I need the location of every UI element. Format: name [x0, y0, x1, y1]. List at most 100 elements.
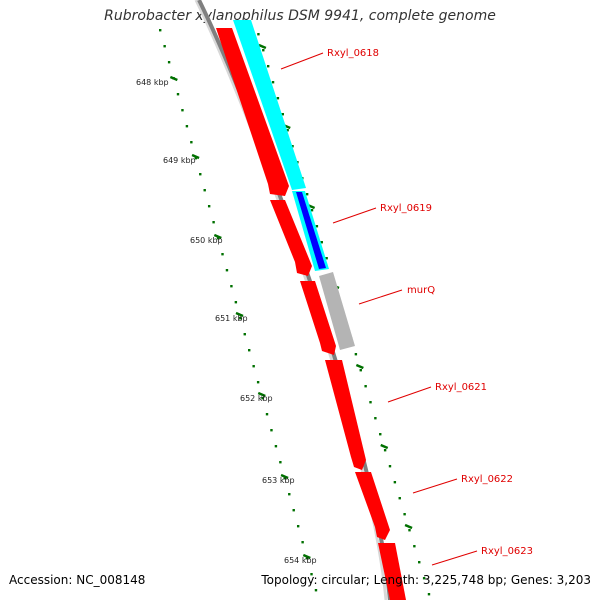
- outer-minor-tick: [310, 209, 314, 212]
- ruler-minor-tick: [230, 285, 233, 288]
- outer-minor-tick: [418, 561, 421, 564]
- outer-minor-tick: [305, 193, 309, 196]
- ruler-major-tick: [302, 553, 311, 560]
- ruler-minor-tick: [265, 413, 269, 416]
- gene-label[interactable]: Rxyl_0622: [461, 474, 513, 485]
- outer-minor-tick: [286, 129, 289, 132]
- ruler-tick-label: 651 kbp: [215, 314, 248, 323]
- backbone-shadow: [194, 0, 388, 600]
- ruler-major-tick: [257, 391, 266, 398]
- gene-label[interactable]: Rxyl_0623: [481, 546, 533, 557]
- outer-minor-tick: [271, 81, 275, 84]
- gene-labels: Rxyl_0618 Rxyl_0619 murQ Rxyl_0621 Rxyl_0622…: [327, 48, 533, 557]
- ruler-minor-tick: [270, 429, 273, 432]
- outer-minor-tick: [413, 545, 416, 548]
- ruler-major-tick: [213, 233, 222, 240]
- ruler-minor-tick: [203, 189, 206, 192]
- gene-leader-line: [431, 550, 478, 566]
- ruler-minor-tick: [248, 349, 251, 352]
- gene-label[interactable]: Rxyl_0621: [435, 382, 487, 393]
- ruler-minor-tick: [225, 269, 229, 272]
- cds-arrow: [216, 28, 289, 196]
- ruler-minor-tick: [234, 301, 238, 304]
- ruler-minor-tick: [314, 589, 318, 592]
- ruler-major-tick: [235, 311, 244, 318]
- label-leaders: [280, 52, 478, 566]
- ruler-tick-label: 648 kbp: [136, 78, 169, 87]
- ruler-minor-tick: [212, 221, 215, 224]
- outer-minor-tick: [262, 49, 265, 52]
- ruler-minor-tick: [310, 573, 313, 576]
- gene-label[interactable]: Rxyl_0619: [380, 203, 432, 214]
- ruler-minor-tick: [199, 173, 202, 176]
- ruler-minor-tick: [207, 205, 211, 208]
- cds-arrow: [325, 360, 366, 470]
- gene-leader-line: [412, 478, 458, 494]
- ruler-minor-tick: [261, 397, 264, 400]
- cds-arrow: [355, 472, 390, 540]
- outer-minor-tick: [266, 65, 270, 68]
- cds-arrow: [300, 281, 336, 355]
- ruler-major-tick: [169, 75, 178, 82]
- ruler-major-tick: [280, 473, 289, 480]
- ruler-minor-tick: [159, 29, 162, 32]
- accession-text: Accession: NC_008148: [9, 573, 146, 587]
- ruler-minor-tick: [190, 141, 193, 144]
- ruler-tick-label: 650 kbp: [190, 236, 223, 245]
- outer-major-tick: [380, 443, 389, 450]
- outer-minor-tick: [281, 113, 284, 116]
- gene-leader-line: [387, 386, 432, 403]
- ruler-minor-tick: [221, 253, 224, 256]
- gene-leader-line: [280, 52, 324, 70]
- ruler-minor-tick: [256, 381, 260, 384]
- ruler-major-ticks: 648 kbp 649 kbp 650 kbp 651 kbp 652 kbp 653 k…: [136, 75, 317, 565]
- ruler-minor-tick: [243, 333, 246, 336]
- ruler-minor-tick: [283, 477, 287, 480]
- outer-minor-tick: [383, 449, 387, 452]
- outer-minor-tick: [359, 369, 362, 372]
- ruler-minor-tick: [288, 493, 291, 496]
- outer-minor-tick: [398, 497, 401, 500]
- outer-minor-tick: [354, 353, 358, 356]
- ruler-minor-tick: [301, 541, 304, 544]
- summary-text: Topology: circular; Length: 3,225,748 bp…: [261, 573, 591, 587]
- outer-minor-tick: [388, 465, 392, 468]
- ruler-minor-tick: [274, 445, 278, 448]
- outer-minor-tick: [393, 481, 397, 484]
- ruler-minor-tick: [163, 45, 166, 48]
- outer-major-tick: [355, 363, 364, 370]
- ruler-minor-tick: [292, 509, 295, 512]
- outer-minor-tick: [315, 225, 319, 228]
- outer-minor-tick: [320, 241, 323, 244]
- outer-minor-tick: [276, 97, 280, 100]
- gene-label[interactable]: Rxyl_0618: [327, 48, 379, 59]
- gene-leader-line: [332, 207, 377, 224]
- outer-minor-tick: [369, 401, 372, 404]
- gene-label[interactable]: murQ: [407, 285, 435, 296]
- ruler-tick-label: 654 kbp: [284, 556, 317, 565]
- ruler-minor-tick: [176, 93, 180, 96]
- cds-arrow: [378, 543, 406, 600]
- outer-minor-tick: [427, 593, 431, 596]
- ruler-major-tick: [191, 153, 200, 160]
- gene-features: [216, 20, 406, 600]
- ruler-minor-ticks: [159, 29, 318, 592]
- outer-minor-tick: [408, 529, 411, 532]
- ruler-minor-tick: [296, 525, 300, 528]
- outer-minor-tick: [325, 257, 328, 260]
- ruler-minor-tick: [239, 317, 242, 320]
- outer-minor-tick: [364, 385, 367, 388]
- ruler-minor-tick: [185, 125, 189, 128]
- ruler-tick-label: 652 kbp: [240, 394, 273, 403]
- ruler-tick-label: 649 kbp: [163, 156, 196, 165]
- cds-arrow: [270, 200, 312, 276]
- gene-leader-line: [358, 289, 403, 305]
- outer-minor-tick: [257, 33, 260, 36]
- outer-minor-tick: [422, 577, 426, 580]
- ruler-minor-tick: [181, 109, 184, 112]
- ruler-minor-tick: [305, 557, 309, 560]
- ruler-minor-tick: [252, 365, 255, 368]
- ruler-minor-tick: [216, 237, 220, 240]
- outer-minor-tick: [379, 433, 382, 436]
